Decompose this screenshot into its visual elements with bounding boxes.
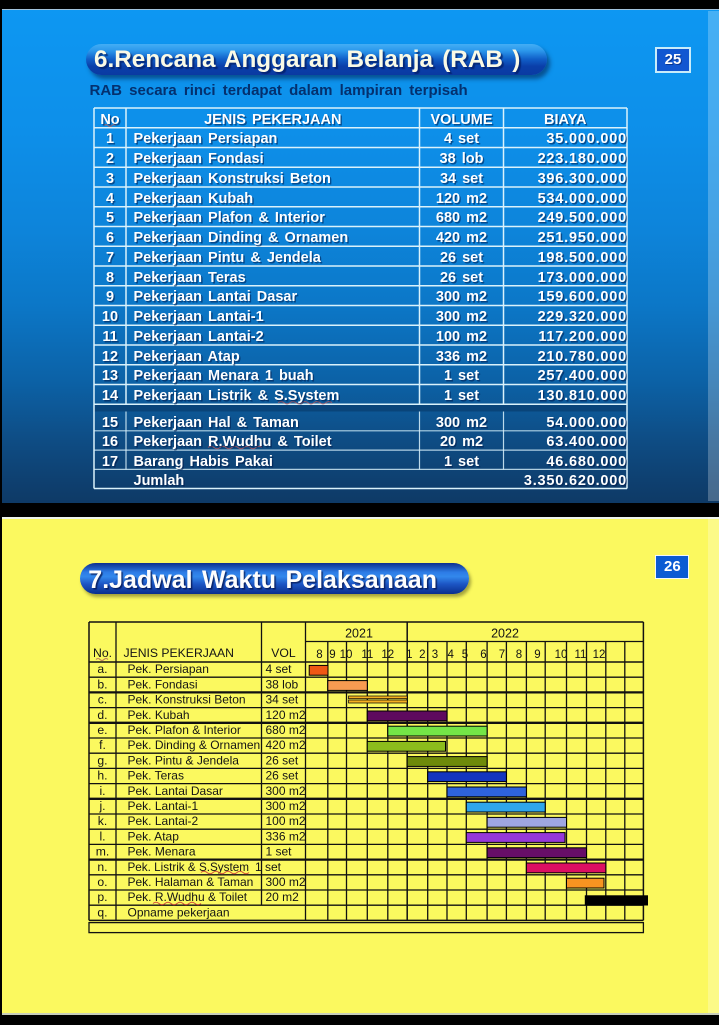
svg-text:38 lob: 38 lob bbox=[266, 677, 299, 691]
svg-text:2021: 2021 bbox=[345, 627, 373, 641]
svg-text:Pek. Konstruksi Beton: Pek. Konstruksi Beton bbox=[128, 693, 246, 707]
svg-text:Pek. Fondasi: Pek. Fondasi bbox=[128, 677, 198, 691]
svg-text:No.: No. bbox=[93, 646, 112, 660]
svg-text:300 m2: 300 m2 bbox=[266, 875, 306, 889]
svg-text:34 set: 34 set bbox=[266, 693, 299, 707]
svg-text:Pek. Lantai Dasar: Pek. Lantai Dasar bbox=[128, 784, 223, 798]
svg-text:o.: o. bbox=[97, 875, 107, 889]
svg-text:n.: n. bbox=[97, 860, 107, 874]
svg-text:1 set: 1 set bbox=[266, 845, 293, 859]
svg-text:1 set: 1 set bbox=[255, 860, 282, 874]
svg-text:i.: i. bbox=[99, 784, 105, 798]
svg-text:4 set: 4 set bbox=[266, 662, 293, 676]
svg-text:VOL: VOL bbox=[271, 646, 296, 660]
svg-text:l.: l. bbox=[99, 829, 105, 843]
svg-text:11: 11 bbox=[361, 649, 373, 661]
svg-text:j.: j. bbox=[98, 799, 105, 813]
svg-text:Pek. Listrik & S.System: Pek. Listrik & S.System bbox=[128, 861, 249, 874]
svg-text:Pek. Kubah: Pek. Kubah bbox=[128, 708, 190, 722]
svg-text:6: 6 bbox=[480, 649, 486, 661]
svg-text:Pek. Pintu & Jendela: Pek. Pintu & Jendela bbox=[128, 753, 240, 767]
svg-text:k.: k. bbox=[98, 814, 107, 828]
svg-text:26 set: 26 set bbox=[266, 769, 299, 783]
svg-text:m.: m. bbox=[96, 845, 110, 859]
svg-text:11: 11 bbox=[575, 649, 587, 661]
svg-text:Opname pekerjaan: Opname pekerjaan bbox=[128, 905, 230, 919]
svg-text:10: 10 bbox=[340, 649, 353, 661]
svg-text:Pek. Persiapan: Pek. Persiapan bbox=[128, 662, 209, 676]
svg-text:Pek. Lantai-2: Pek. Lantai-2 bbox=[128, 814, 199, 828]
svg-text:g.: g. bbox=[97, 753, 107, 767]
svg-text:d.: d. bbox=[97, 708, 107, 722]
svg-text:9: 9 bbox=[534, 649, 540, 661]
svg-text:JENIS PEKERJAAN: JENIS PEKERJAAN bbox=[124, 646, 234, 660]
svg-text:100 m2: 100 m2 bbox=[266, 814, 306, 828]
svg-text:Pek. Atap: Pek. Atap bbox=[128, 829, 180, 843]
svg-text:12: 12 bbox=[593, 649, 606, 661]
svg-text:p.: p. bbox=[97, 890, 107, 904]
svg-text:h.: h. bbox=[97, 769, 107, 783]
svg-text:q.: q. bbox=[97, 905, 107, 919]
svg-text:c.: c. bbox=[98, 693, 107, 707]
svg-text:8: 8 bbox=[316, 649, 322, 661]
svg-text:Pek. Menara: Pek. Menara bbox=[128, 845, 196, 859]
svg-text:120 m2: 120 m2 bbox=[266, 708, 306, 722]
svg-text:300 m2: 300 m2 bbox=[266, 799, 306, 813]
svg-text:8: 8 bbox=[516, 649, 522, 661]
svg-text:Pek. Teras: Pek. Teras bbox=[128, 769, 184, 783]
svg-text:9: 9 bbox=[329, 649, 335, 661]
svg-text:4: 4 bbox=[447, 649, 454, 661]
svg-text:26 set: 26 set bbox=[266, 753, 299, 767]
svg-text:Pek. Lantai-1: Pek. Lantai-1 bbox=[128, 799, 199, 813]
svg-text:3: 3 bbox=[432, 649, 438, 661]
svg-text:1: 1 bbox=[406, 649, 412, 661]
svg-text:Pek. R.Wudhu & Toilet: Pek. R.Wudhu & Toilet bbox=[128, 890, 248, 904]
svg-text:f.: f. bbox=[99, 738, 106, 752]
svg-text:680 m2: 680 m2 bbox=[266, 723, 306, 737]
svg-text:420 m2: 420 m2 bbox=[266, 738, 306, 752]
svg-text:5: 5 bbox=[462, 649, 468, 661]
svg-text:Pek. Dinding & Ornamen: Pek. Dinding & Ornamen bbox=[128, 738, 261, 752]
svg-text:300 m2: 300 m2 bbox=[266, 784, 306, 798]
svg-text:e.: e. bbox=[97, 723, 107, 737]
svg-text:Pek. Plafon & Interior: Pek. Plafon & Interior bbox=[128, 723, 241, 737]
svg-text:a.: a. bbox=[97, 662, 107, 676]
svg-text:10: 10 bbox=[555, 649, 568, 661]
svg-text:336 m2: 336 m2 bbox=[266, 829, 306, 843]
svg-text:b.: b. bbox=[97, 677, 107, 691]
svg-text:Pek. Halaman & Taman: Pek. Halaman & Taman bbox=[128, 875, 254, 889]
svg-text:20 m2: 20 m2 bbox=[266, 890, 300, 904]
svg-text:12: 12 bbox=[381, 649, 394, 661]
svg-text:7: 7 bbox=[499, 649, 505, 661]
svg-text:2: 2 bbox=[419, 649, 425, 661]
svg-text:2022: 2022 bbox=[491, 627, 519, 641]
